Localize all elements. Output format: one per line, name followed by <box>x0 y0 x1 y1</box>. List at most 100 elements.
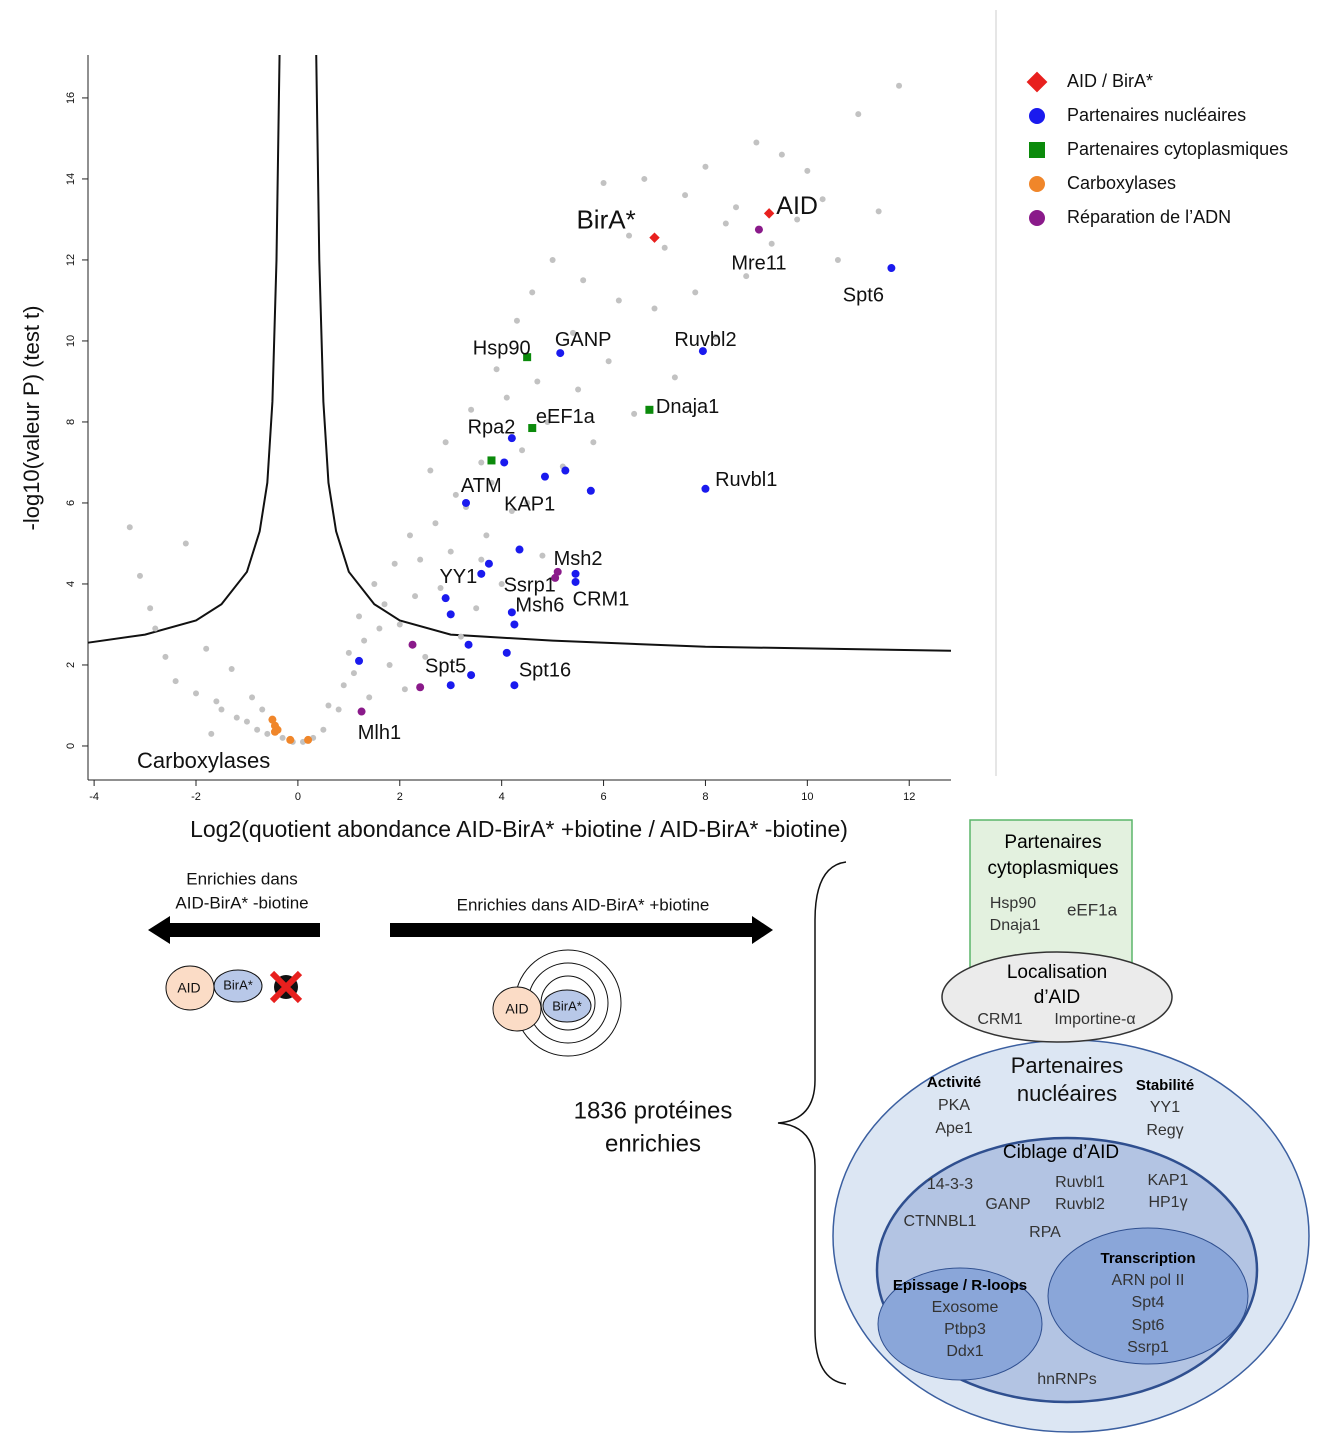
point <box>136 572 143 579</box>
highlighted-point <box>528 424 537 433</box>
point-label: Ruvbl1 <box>715 469 777 491</box>
point <box>335 706 342 713</box>
point <box>651 305 658 312</box>
highlighted-point <box>649 232 660 243</box>
point <box>778 151 785 158</box>
point <box>228 666 235 673</box>
highlighted-point <box>467 671 476 680</box>
point <box>534 378 541 385</box>
highlighted-point <box>571 569 580 578</box>
point <box>794 216 801 223</box>
point <box>529 289 536 296</box>
point-label: ATM <box>461 475 502 497</box>
point <box>208 730 215 737</box>
highlighted-point <box>270 727 279 736</box>
highlighted-point <box>446 681 455 690</box>
point <box>539 552 546 559</box>
highlighted-point <box>500 458 509 467</box>
legend-marker <box>1029 108 1045 124</box>
y-tick-label: 8 <box>65 419 77 425</box>
point-label: Msh2 <box>554 548 603 570</box>
point <box>162 653 169 660</box>
point <box>259 706 266 713</box>
highlighted-point <box>484 559 493 568</box>
item: KAP1 <box>1148 1172 1189 1189</box>
point <box>575 386 582 393</box>
item: GANP <box>985 1196 1030 1213</box>
highlighted-point <box>487 456 496 465</box>
highlighted-point <box>507 608 516 617</box>
point-label: Dnaja1 <box>656 396 719 418</box>
icon-label: AID <box>177 980 200 996</box>
item: 14-3-3 <box>927 1176 973 1193</box>
highlighted-point <box>571 577 580 586</box>
highlighted-point <box>462 498 471 507</box>
highlighted-point <box>507 434 516 443</box>
point <box>264 730 271 737</box>
point-label: Ssrp1 <box>504 574 556 596</box>
x-axis-label: Log2(quotient abondance AID-BirA* +bioti… <box>190 816 848 842</box>
cross <box>269 970 303 1004</box>
point <box>519 447 526 454</box>
point-label: Spt16 <box>519 659 571 681</box>
item: Spt6 <box>1132 1317 1165 1334</box>
point <box>345 649 352 656</box>
point <box>412 593 419 600</box>
point <box>396 621 403 628</box>
y-tick-label: 0 <box>65 743 77 749</box>
highlighted-point <box>763 208 775 219</box>
item: Ape1 <box>935 1120 972 1137</box>
ellipse-title: d’AID <box>1034 987 1080 1008</box>
point <box>753 139 760 146</box>
y-tick-label: 16 <box>65 92 77 104</box>
icon-label: BirA* <box>552 998 582 1013</box>
highlighted-point <box>698 347 707 356</box>
icon-label: BirA* <box>223 977 253 992</box>
highlighted-point <box>561 466 570 475</box>
point-label: Hsp90 <box>473 337 531 359</box>
point <box>147 605 154 612</box>
highlighted-point <box>515 545 524 554</box>
transcription-ellipse <box>1047 1227 1249 1365</box>
highlighted-point <box>754 225 763 234</box>
legend-label: Partenaires nucléaires <box>1067 105 1246 125</box>
x-tick-label: 2 <box>397 791 403 803</box>
point <box>503 394 510 401</box>
circle-title: Partenaires <box>1011 1053 1124 1078</box>
point <box>524 499 531 506</box>
point <box>391 560 398 567</box>
point <box>478 459 485 466</box>
point <box>478 556 485 563</box>
item: Ddx1 <box>946 1343 983 1360</box>
highlighted-point <box>701 484 710 493</box>
point <box>493 366 500 373</box>
arrow-right <box>390 923 760 937</box>
highlighted-point <box>540 472 549 481</box>
highlighted-point <box>523 353 532 362</box>
x-tick-label: 0 <box>295 791 301 803</box>
point <box>819 196 826 203</box>
point <box>508 508 515 515</box>
group-title: Transcription <box>1100 1250 1195 1267</box>
point <box>743 273 750 280</box>
point-label: Spt6 <box>843 285 884 307</box>
highlighted-point <box>268 715 277 724</box>
count-label: enrichies <box>605 1130 701 1157</box>
item: CTNNBL1 <box>904 1213 977 1230</box>
item: HP1γ <box>1148 1194 1187 1211</box>
x-tick-label: -2 <box>191 791 201 803</box>
group-title: Stabilité <box>1136 1077 1194 1094</box>
highlighted-point <box>408 640 417 649</box>
point-label: GANP <box>555 329 612 351</box>
point <box>182 540 189 547</box>
point-label: Spt5 <box>425 655 466 677</box>
point <box>615 297 622 304</box>
bira-icon <box>213 969 263 1003</box>
y-tick-label: 14 <box>65 173 77 185</box>
point <box>641 175 648 182</box>
point <box>172 678 179 685</box>
point <box>544 418 551 425</box>
point <box>855 111 862 118</box>
point <box>549 256 556 263</box>
